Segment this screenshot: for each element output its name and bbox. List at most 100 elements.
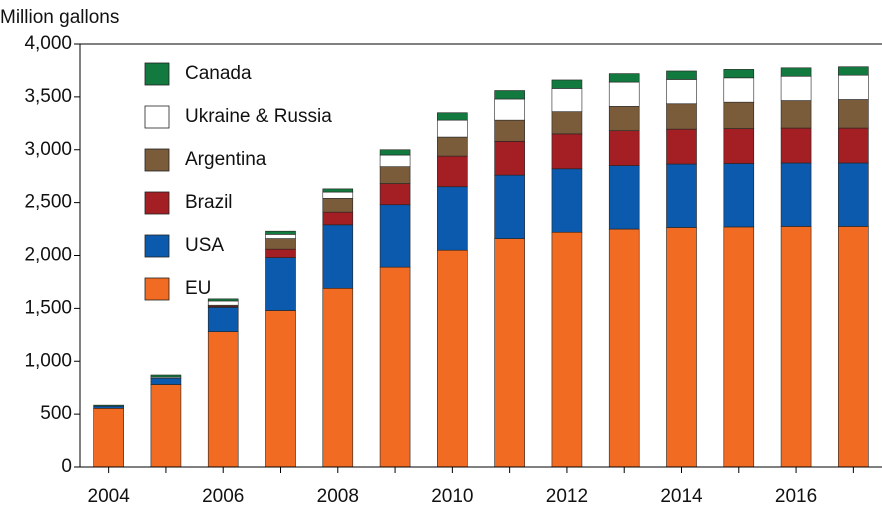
bar-segment — [322, 191, 354, 199]
bar-segment — [150, 374, 182, 378]
x-tick-label: 2008 — [317, 486, 359, 507]
y-tick-label: 2,000 — [24, 245, 72, 266]
legend-swatch — [144, 105, 170, 129]
bar-segment — [608, 165, 640, 230]
legend-label: Brazil — [185, 192, 233, 213]
bar-segment — [666, 79, 697, 105]
y-tick-label: 3,500 — [24, 86, 72, 107]
bar-segment — [838, 226, 869, 468]
bar-segment — [322, 198, 354, 213]
bar-segment — [780, 226, 812, 468]
bar-segment — [437, 155, 468, 188]
bar-segment — [150, 384, 182, 468]
bar-segment — [437, 186, 468, 251]
y-tick-label: 1,000 — [24, 350, 72, 371]
bar-segment — [780, 100, 812, 129]
legend-label: Canada — [185, 63, 252, 84]
bar-segment — [723, 77, 755, 103]
x-tick-label: 2014 — [660, 486, 703, 507]
bar-segment — [494, 238, 525, 468]
bar-segment — [838, 162, 869, 227]
bar-segment — [780, 67, 812, 77]
bar-segment — [551, 88, 583, 112]
y-tick-label: 4,000 — [24, 33, 72, 54]
bar-segment — [666, 70, 697, 80]
y-tick-label: 2,500 — [24, 192, 72, 213]
legend-label: Argentina — [185, 149, 267, 170]
bar-segment — [494, 174, 525, 239]
bar-segment — [723, 128, 755, 164]
bar-segment — [437, 136, 468, 157]
bar-segment — [322, 188, 354, 193]
y-tick-label: 0 — [61, 456, 72, 477]
bar-segment — [551, 111, 583, 135]
bar-segment — [551, 79, 583, 89]
y-tick-label: 3,000 — [24, 139, 72, 160]
bar-segment — [207, 298, 239, 302]
bar-segment — [437, 112, 468, 121]
y-tick-label: 500 — [40, 403, 72, 424]
bar-segment — [265, 248, 296, 258]
bar-segment — [608, 81, 640, 107]
bar-segment — [723, 101, 755, 129]
bar-segment — [838, 99, 869, 129]
bar-segment — [723, 226, 755, 468]
bar-segment — [379, 183, 411, 206]
bar-segment — [437, 249, 468, 468]
y-axis-label: Million gallons — [0, 7, 119, 28]
bar-segment — [379, 154, 411, 167]
bar-segment — [207, 300, 239, 306]
bar-segment — [608, 73, 640, 83]
bar-segment — [608, 228, 640, 468]
bar-segment — [666, 227, 697, 468]
bar-segment — [265, 230, 296, 235]
y-tick-label: 1,500 — [24, 297, 72, 318]
bar-segment — [207, 307, 239, 332]
bar-segment — [780, 75, 812, 101]
legend-swatch — [144, 277, 170, 301]
bar-segment — [437, 119, 468, 138]
bar-segment — [93, 404, 124, 407]
x-tick-label: 2012 — [546, 486, 588, 507]
bar-segment — [265, 257, 296, 311]
bar-segment — [723, 163, 755, 228]
bar-segment — [93, 408, 124, 468]
bar-segment — [379, 204, 411, 268]
x-tick-label: 2006 — [202, 486, 244, 507]
bar-segment — [780, 127, 812, 164]
bar-segment — [265, 310, 296, 468]
bar-segment — [494, 140, 525, 176]
bar-segment — [494, 98, 525, 121]
bar-segment — [838, 66, 869, 76]
bar-segment — [379, 166, 411, 184]
x-tick-label: 2004 — [88, 486, 131, 507]
bar-segment — [666, 103, 697, 130]
bar-segment — [666, 128, 697, 165]
bar-segment — [93, 405, 124, 409]
bar-segment — [608, 106, 640, 132]
bar-segment — [322, 224, 354, 289]
bar-segment — [494, 119, 525, 142]
legend-swatch — [144, 234, 170, 258]
bar-segment — [207, 331, 239, 468]
bar-segment — [379, 149, 411, 156]
x-tick-label: 2016 — [775, 486, 817, 507]
bar-segment — [551, 133, 583, 170]
bar-segment — [322, 211, 354, 226]
bar-segment — [379, 266, 411, 468]
bar-segment — [608, 130, 640, 166]
legend-swatch — [144, 62, 170, 86]
bar-segment — [265, 234, 296, 239]
bar-segment — [322, 287, 354, 468]
bar-segment — [723, 69, 755, 79]
legend-swatch — [144, 148, 170, 172]
bar-segment — [838, 74, 869, 100]
legend-label: Ukraine & Russia — [185, 106, 332, 127]
bar-segment — [780, 162, 812, 227]
bar-segment — [551, 231, 583, 468]
bar-segment — [265, 238, 296, 250]
bar-segment — [666, 163, 697, 228]
bar-segment — [551, 168, 583, 233]
x-tick-label: 2010 — [431, 486, 473, 507]
